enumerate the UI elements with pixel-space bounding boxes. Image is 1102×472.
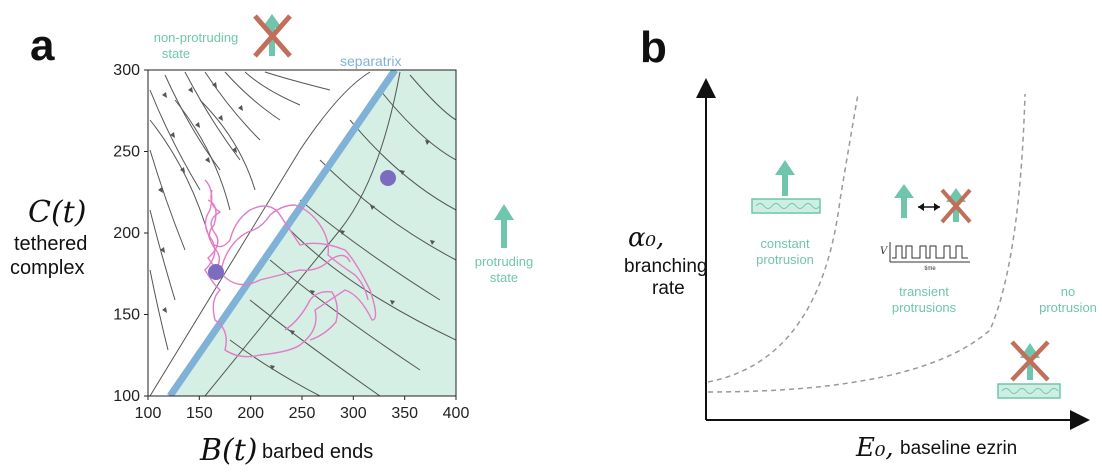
y-axis-a: [144, 69, 148, 397]
y-axis-caption-a-1: tethered: [14, 233, 87, 255]
separatrix-label: separatrix: [340, 53, 401, 69]
flow-arrows-left: [158, 82, 243, 313]
non-protruding-icon: [253, 14, 292, 58]
phase-plane: [149, 70, 456, 396]
oscillation-inset: V time: [880, 242, 970, 272]
transient-protrusion-icon: [894, 184, 972, 224]
stable-manifold-curves: [149, 71, 401, 396]
y-tick-label: 250: [113, 144, 140, 161]
fixed-point-left: [208, 264, 224, 280]
protruding-icon: [494, 204, 514, 248]
x-axis-caption-b: baseline ezrin: [900, 438, 1017, 459]
y-axis-symbol-b: α₀,: [628, 223, 664, 253]
panel-a: a: [10, 14, 533, 468]
panel-b-label: b: [640, 23, 667, 72]
constant-protrusion-icon: [751, 160, 821, 214]
x-tick-label: 300: [340, 405, 367, 422]
panel-a-label: a: [30, 21, 55, 70]
y-tick-label: 300: [113, 62, 140, 79]
y-axis-caption-b-1: branching: [624, 256, 707, 277]
y-tick-label: 200: [113, 225, 140, 242]
boundary-transient-no: [707, 93, 1026, 393]
no-protrusion-icon: [997, 340, 1061, 399]
constant-label-2: protrusion: [756, 252, 814, 267]
x-tick-label: 250: [289, 405, 316, 422]
x-tick-label: 350: [391, 405, 418, 422]
y-tick-label: 150: [113, 307, 140, 324]
constant-label-1: constant: [760, 236, 810, 251]
y-tick-label: 100: [113, 388, 140, 405]
y-axis-caption-a-2: complex: [10, 257, 84, 279]
non-protruding-label-1: non-protruding: [154, 30, 239, 45]
x-axis-symbol-b: E₀,: [855, 433, 894, 463]
inset-v-label: V: [880, 246, 889, 257]
x-tick-label: 400: [443, 405, 470, 422]
boundary-constant-transient: [707, 93, 859, 383]
protruding-region: [170, 70, 456, 396]
protruding-label-1: protruding: [475, 254, 534, 269]
x-axis-a: [147, 396, 457, 400]
non-protruding-label-2: state: [162, 46, 190, 61]
no-protrusion-label-1: no: [1061, 284, 1075, 299]
separatrix-line: [167, 70, 398, 396]
transient-label-1: transient: [899, 284, 949, 299]
x-axis-caption-a: barbed ends: [262, 441, 373, 463]
x-tick-label: 100: [135, 405, 162, 422]
transient-label-2: protrusions: [892, 300, 957, 315]
stochastic-trajectory: [204, 179, 377, 358]
no-protrusion-label-2: protrusion: [1039, 300, 1097, 315]
x-tick-label: 200: [237, 405, 264, 422]
panel-b: b α₀, branching rate E₀, baseline ezrin …: [624, 23, 1097, 463]
x-axis-symbol-a: B(t): [199, 433, 258, 468]
y-axis-caption-b-2: rate: [652, 278, 685, 299]
x-tick-label: 150: [186, 405, 213, 422]
flow-arrows-right: [270, 140, 435, 370]
streamlines-left: [149, 71, 331, 351]
fixed-point-right: [380, 170, 396, 186]
y-axis-symbol-a: C(t): [28, 195, 86, 230]
protruding-label-2: state: [490, 270, 518, 285]
inset-time-label: time: [924, 266, 936, 272]
